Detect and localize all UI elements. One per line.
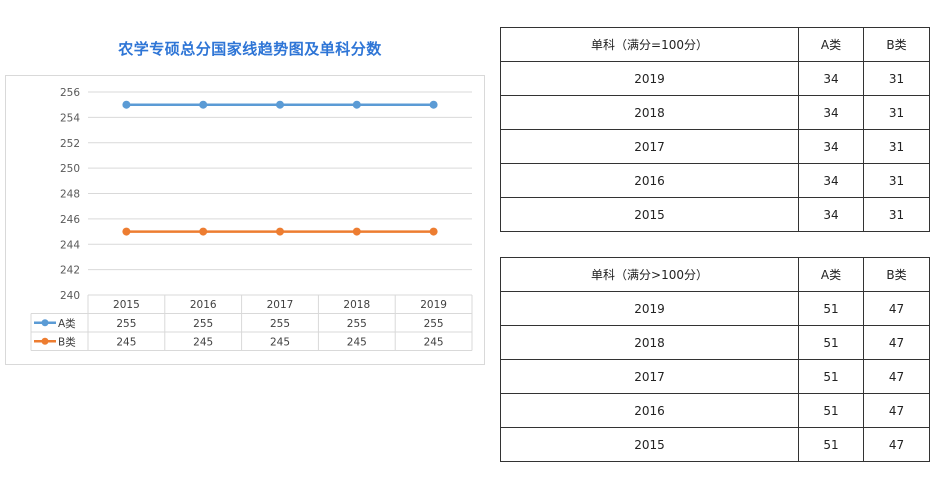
table-cell: 34	[798, 61, 864, 96]
x-category-label: 2019	[420, 299, 447, 311]
y-tick-label: 248	[60, 189, 80, 201]
table-row: 2017 34 31	[500, 129, 930, 164]
x-category-label: 2015	[113, 299, 140, 311]
table-cell: 2018	[500, 325, 799, 360]
legend-label: A类	[58, 317, 76, 330]
y-tick-label: 246	[60, 214, 80, 226]
x-category-label: 2016	[190, 299, 217, 311]
table-header-cell: A类	[798, 257, 864, 292]
legend-label: B类	[58, 335, 76, 348]
data-table-value: 255	[116, 318, 136, 330]
y-tick-label: 252	[60, 138, 80, 150]
table-cell: 31	[863, 95, 930, 130]
data-table-value: 245	[193, 336, 213, 348]
table-header-cell: B类	[863, 257, 930, 292]
x-category-label: 2017	[267, 299, 294, 311]
table-row: 2019 34 31	[500, 61, 930, 96]
data-point	[429, 227, 438, 236]
data-point	[276, 227, 284, 236]
table-row: 2018 51 47	[500, 325, 930, 360]
data-table-value: 255	[424, 318, 444, 330]
y-tick-label: 242	[60, 265, 80, 277]
table-cell: 2019	[500, 61, 799, 96]
data-table-value: 255	[270, 318, 290, 330]
table-header-row: 单科（满分=100分） A类 B类	[500, 27, 930, 62]
table-cell: 51	[798, 427, 864, 462]
data-table-value: 245	[270, 336, 290, 348]
table-cell: 47	[863, 291, 930, 326]
table-cell: 47	[863, 325, 930, 360]
table-row: 2018 34 31	[500, 95, 930, 130]
table-row: 2017 51 47	[500, 359, 930, 394]
table-cell: 51	[798, 359, 864, 394]
data-table-value: 255	[193, 318, 213, 330]
chart-title: 农学专硕总分国家线趋势图及单科分数	[118, 40, 382, 58]
data-point	[122, 100, 131, 109]
table-row: 2015 34 31	[500, 197, 930, 232]
table-header-cell: A类	[798, 27, 864, 62]
table-header-row: 单科（满分>100分） A类 B类	[500, 257, 930, 292]
y-tick-label: 240	[60, 290, 80, 302]
table-cell: 47	[863, 427, 930, 462]
line-chart: 256 254 252 250 248 246 244 242 240 2015 2016 2017 2…	[30, 87, 473, 351]
y-tick-label: 250	[60, 163, 80, 175]
x-category-label: 2018	[343, 299, 370, 311]
table-cell: 31	[863, 197, 930, 232]
table-cell: 34	[798, 129, 864, 164]
table-cell: 31	[863, 129, 930, 164]
legend-key-marker	[41, 319, 49, 327]
table-cell: 47	[863, 393, 930, 428]
table-cell: 51	[798, 393, 864, 428]
table-header-cell: B类	[863, 27, 930, 62]
single-subject-table-100: 单科（满分=100分） A类 B类 2019 34 31 2018 34 31 2017 34 31 2…	[500, 27, 930, 232]
chart-area: 256 254 252 250 248 246 244 242 240 2015 2016 2017 2…	[5, 75, 485, 365]
data-point	[199, 227, 208, 236]
table-header-cell: 单科（满分>100分）	[500, 257, 799, 292]
table-row: 2016 51 47	[500, 393, 930, 428]
data-table-value: 245	[424, 336, 444, 348]
y-tick-label: 254	[60, 112, 80, 124]
data-point	[122, 227, 131, 236]
table-cell: 51	[798, 325, 864, 360]
table-cell: 34	[798, 163, 864, 198]
table-cell: 2017	[500, 129, 799, 164]
table-cell: 2019	[500, 291, 799, 326]
table-cell: 31	[863, 61, 930, 96]
table-row: 2019 51 47	[500, 291, 930, 326]
table-cell: 47	[863, 359, 930, 394]
single-subject-table-over-100: 单科（满分>100分） A类 B类 2019 51 47 2018 51 47 2017 51 47 2…	[500, 257, 930, 462]
table-cell: 31	[863, 163, 930, 198]
table-cell: 51	[798, 291, 864, 326]
table-cell: 34	[798, 95, 864, 130]
data-table-value: 245	[347, 336, 367, 348]
table-cell: 2017	[500, 359, 799, 394]
data-point	[352, 227, 361, 236]
legend-key-marker	[41, 337, 49, 345]
data-point	[199, 100, 208, 109]
table-cell: 2016	[500, 393, 799, 428]
table-row: 2015 51 47	[500, 427, 930, 462]
y-tick-label: 244	[60, 239, 80, 251]
table-cell: 34	[798, 197, 864, 232]
data-table-value: 255	[347, 318, 367, 330]
table-cell: 2018	[500, 95, 799, 130]
data-point	[429, 100, 438, 109]
data-point	[276, 100, 284, 109]
y-tick-label: 256	[60, 87, 80, 99]
table-cell: 2015	[500, 427, 799, 462]
data-point	[352, 100, 361, 109]
table-cell: 2016	[500, 163, 799, 198]
data-table-value: 245	[116, 336, 136, 348]
table-row: 2016 34 31	[500, 163, 930, 198]
table-header-cell: 单科（满分=100分）	[500, 27, 799, 62]
table-cell: 2015	[500, 197, 799, 232]
